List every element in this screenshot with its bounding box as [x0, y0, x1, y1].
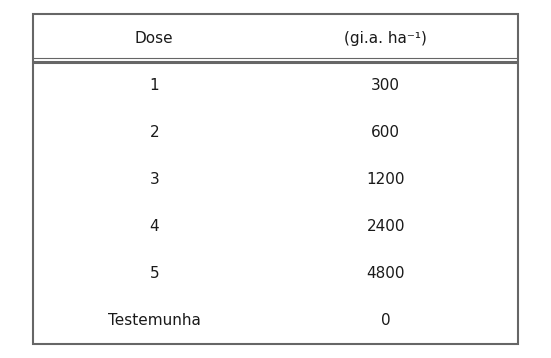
Text: 4800: 4800: [366, 266, 405, 281]
Text: 5: 5: [149, 266, 159, 281]
Text: (gi.a. ha⁻¹): (gi.a. ha⁻¹): [344, 31, 427, 46]
Bar: [33, 14, 518, 344]
Text: 3: 3: [149, 172, 159, 187]
Text: 0: 0: [381, 313, 391, 328]
Text: 2400: 2400: [366, 219, 405, 234]
Text: 600: 600: [371, 125, 400, 140]
Text: 2: 2: [149, 125, 159, 140]
Text: Dose: Dose: [135, 31, 174, 46]
Text: 4: 4: [149, 219, 159, 234]
Text: 1200: 1200: [366, 172, 405, 187]
Text: 1: 1: [149, 78, 159, 93]
Text: Testemunha: Testemunha: [108, 313, 201, 328]
Text: 300: 300: [371, 78, 400, 93]
